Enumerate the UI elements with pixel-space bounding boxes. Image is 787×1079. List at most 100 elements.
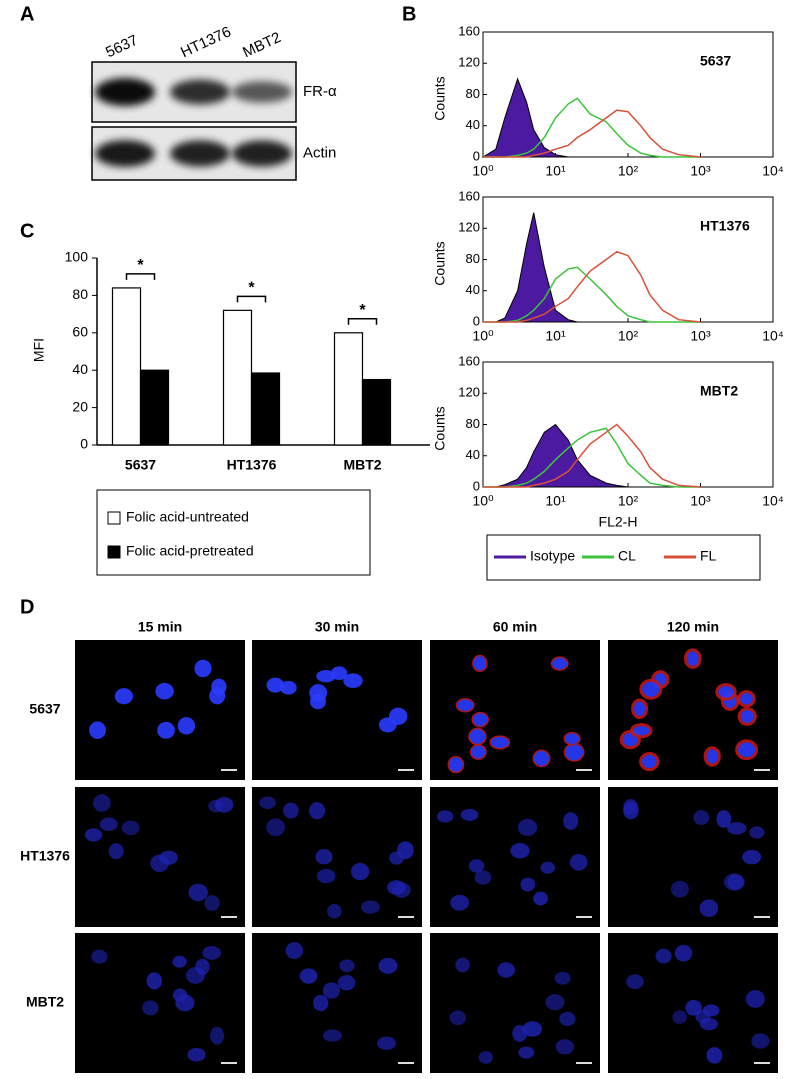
y-tick-label: 0 — [80, 436, 88, 452]
cell — [194, 659, 212, 678]
x-axis-label: FL2-H — [599, 514, 638, 530]
cell — [299, 968, 318, 984]
y-tick-label: 80 — [466, 416, 480, 431]
x-tick-label: MBT2 — [343, 457, 381, 473]
x-tick-label: 10² — [618, 328, 639, 344]
blot-band — [232, 81, 292, 103]
histogram-line — [483, 266, 701, 323]
band-label: FR-α — [303, 83, 337, 100]
cell — [155, 682, 174, 700]
bar — [361, 378, 392, 446]
y-axis-label: Counts — [432, 406, 448, 450]
x-tick-label: 10³ — [690, 493, 711, 509]
histogram-line — [483, 109, 701, 158]
cell — [655, 948, 672, 964]
cell — [84, 828, 103, 842]
cell — [555, 1039, 575, 1055]
cell — [142, 1000, 159, 1016]
cell — [396, 841, 414, 860]
cell — [670, 880, 689, 898]
cell — [639, 678, 663, 700]
cell — [392, 882, 411, 898]
legend-label: Folic acid-pretreated — [126, 543, 254, 559]
significance-bracket — [347, 318, 378, 325]
cell — [703, 746, 721, 767]
cell — [108, 843, 124, 860]
blot-band — [95, 78, 155, 106]
cell — [280, 680, 297, 695]
cell — [312, 994, 329, 1012]
column-label: 30 min — [315, 619, 359, 635]
cell — [630, 723, 653, 739]
cell — [742, 849, 762, 865]
cell — [639, 752, 660, 772]
cell — [172, 955, 187, 968]
cell — [745, 989, 765, 1008]
cell — [522, 1021, 543, 1037]
x-tick-label: 10⁴ — [762, 163, 784, 179]
y-tick-label: 80 — [72, 286, 88, 302]
row-label: 5637 — [29, 701, 60, 717]
cell — [626, 974, 644, 989]
cell — [157, 721, 175, 739]
cell — [563, 812, 579, 830]
y-tick-label: 100 — [65, 249, 89, 265]
histogram-area — [483, 423, 701, 488]
y-tick-label: 20 — [72, 398, 88, 414]
histogram-title: HT1376 — [700, 218, 750, 234]
histogram-title: 5637 — [700, 53, 731, 69]
cell — [210, 1026, 225, 1045]
cell — [209, 687, 226, 705]
cell — [468, 727, 487, 746]
cell — [683, 648, 702, 669]
y-tick-label: 80 — [466, 251, 480, 266]
cell — [204, 895, 220, 911]
y-tick-label: 120 — [458, 55, 480, 70]
y-tick-label: 0 — [473, 148, 480, 163]
cell — [322, 1029, 342, 1042]
cell — [460, 808, 479, 821]
column-label: 60 min — [493, 619, 537, 635]
bar — [222, 309, 253, 446]
y-tick-label: 40 — [466, 447, 480, 462]
cell — [316, 868, 336, 884]
cell — [472, 654, 488, 673]
row-label: HT1376 — [20, 848, 70, 864]
cell — [569, 853, 588, 871]
x-tick-label: 10³ — [690, 328, 711, 344]
micrograph — [252, 933, 422, 1073]
legend-swatch — [107, 545, 121, 559]
cell — [310, 694, 326, 710]
cell — [187, 1047, 206, 1062]
cell — [437, 810, 454, 823]
legend-label: Folic acid-untreated — [126, 509, 249, 525]
bar — [250, 372, 281, 446]
cell — [532, 749, 551, 768]
x-tick-label: 10² — [618, 163, 639, 179]
cell — [749, 826, 765, 839]
y-tick-label: 60 — [72, 324, 88, 340]
cell — [512, 1024, 528, 1042]
cell — [727, 873, 745, 891]
cell — [672, 1010, 687, 1024]
cell — [202, 945, 222, 960]
histogram-line — [483, 97, 701, 158]
cell — [185, 966, 206, 984]
panel-label: A — [20, 3, 34, 25]
x-tick-label: 10⁰ — [472, 328, 494, 344]
cell — [737, 690, 756, 708]
cell — [545, 994, 565, 1011]
x-tick-label: 10¹ — [545, 163, 566, 179]
y-tick-label: 0 — [473, 313, 480, 328]
cell — [751, 1033, 770, 1049]
cell — [447, 755, 465, 774]
cell — [114, 688, 134, 705]
cell — [350, 862, 370, 881]
y-axis-label: MFI — [31, 338, 47, 362]
micrograph — [75, 640, 245, 780]
cell — [283, 802, 299, 819]
micrograph — [430, 933, 600, 1073]
y-tick-label: 120 — [458, 220, 480, 235]
cell — [518, 1046, 535, 1059]
legend-label: CL — [618, 548, 636, 564]
